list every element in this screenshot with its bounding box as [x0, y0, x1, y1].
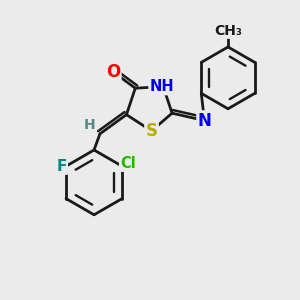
Text: F: F — [56, 159, 67, 174]
Text: H: H — [161, 77, 172, 91]
Text: S: S — [146, 122, 158, 140]
Text: CH₃: CH₃ — [214, 24, 242, 38]
Text: O: O — [106, 63, 120, 81]
Text: NH: NH — [149, 79, 174, 94]
Text: N: N — [197, 112, 212, 130]
Text: H: H — [84, 118, 95, 132]
Text: Cl: Cl — [120, 156, 136, 171]
